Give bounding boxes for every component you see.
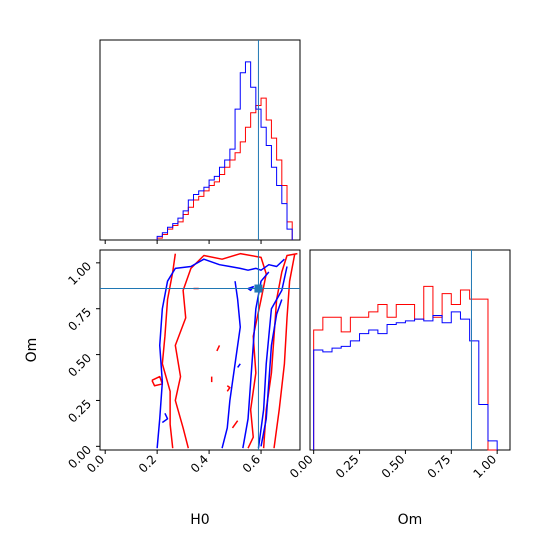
contour-blue-line bbox=[257, 266, 288, 449]
contour-y-tick-label: 0.25 bbox=[65, 397, 94, 426]
contour-red-line bbox=[262, 252, 298, 449]
contour-x-tick-label: 0.6 bbox=[240, 452, 263, 475]
contour-blue-line bbox=[237, 363, 241, 368]
contour-red-line bbox=[151, 375, 164, 387]
contour-blue-line bbox=[260, 299, 283, 447]
y-axis-label-om: Om bbox=[24, 338, 40, 363]
contour-red-line bbox=[216, 345, 221, 352]
om-x-tick-label: 0.75 bbox=[425, 452, 454, 481]
h0-histogram-blue-series bbox=[156, 61, 293, 240]
contour-y-tick-label: 0.50 bbox=[65, 351, 94, 380]
contour-red-line bbox=[231, 420, 239, 429]
h0-histogram-ticks bbox=[104, 240, 262, 244]
contour-red-line bbox=[273, 253, 296, 449]
contour-truth-lines bbox=[100, 250, 300, 450]
h0-om-contour-panel: 0.0 0.2 0.4 0.6 0.000.250.500.751.00 H0 Om bbox=[24, 249, 301, 528]
h0-histogram-panel bbox=[99, 39, 301, 244]
contour-frame bbox=[99, 249, 301, 451]
contour-blue-line bbox=[221, 281, 242, 449]
h0-histogram-series bbox=[156, 61, 293, 240]
om-x-tick-label: 0.00 bbox=[287, 452, 316, 481]
contour-blue-line bbox=[161, 412, 169, 424]
om-histogram-red-series bbox=[313, 285, 498, 451]
contour-y-tick-label: 0.75 bbox=[65, 305, 94, 334]
x-axis-label-om: Om bbox=[398, 512, 423, 528]
contour-series bbox=[151, 252, 298, 449]
om-histogram-blue-series bbox=[313, 311, 498, 450]
contour-y-tick-label: 1.00 bbox=[65, 259, 94, 288]
contour-red-line bbox=[226, 385, 231, 392]
contour-blue-line bbox=[242, 271, 270, 449]
h0-histogram-red-series bbox=[156, 97, 293, 240]
contour-x-ticks: 0.0 0.2 0.4 0.6 bbox=[84, 450, 263, 476]
contour-x-tick-label: 0.2 bbox=[136, 452, 159, 475]
contour-red-line bbox=[161, 253, 177, 449]
contour-x-tick-label: 0.4 bbox=[188, 452, 211, 475]
om-x-tick-label: 0.25 bbox=[333, 452, 362, 481]
contour-y-ticks: 0.000.250.500.751.00 bbox=[65, 259, 100, 471]
contour-truth-marker bbox=[254, 284, 263, 293]
om-histogram-frame bbox=[309, 249, 511, 451]
x-axis-label-h0: H0 bbox=[190, 512, 209, 528]
h0-histogram-frame bbox=[99, 39, 301, 241]
om-histogram-panel: 0.00 0.25 0.50 0.75 1.00 Om bbox=[287, 249, 511, 528]
om-x-tick-label: 0.50 bbox=[379, 452, 408, 481]
om-x-ticks: 0.00 0.25 0.50 0.75 1.00 bbox=[287, 450, 499, 481]
contour-blue-line bbox=[156, 258, 285, 449]
om-x-tick-label: 1.00 bbox=[470, 452, 499, 481]
contour-red-line bbox=[174, 252, 267, 449]
om-histogram-series bbox=[313, 285, 498, 451]
